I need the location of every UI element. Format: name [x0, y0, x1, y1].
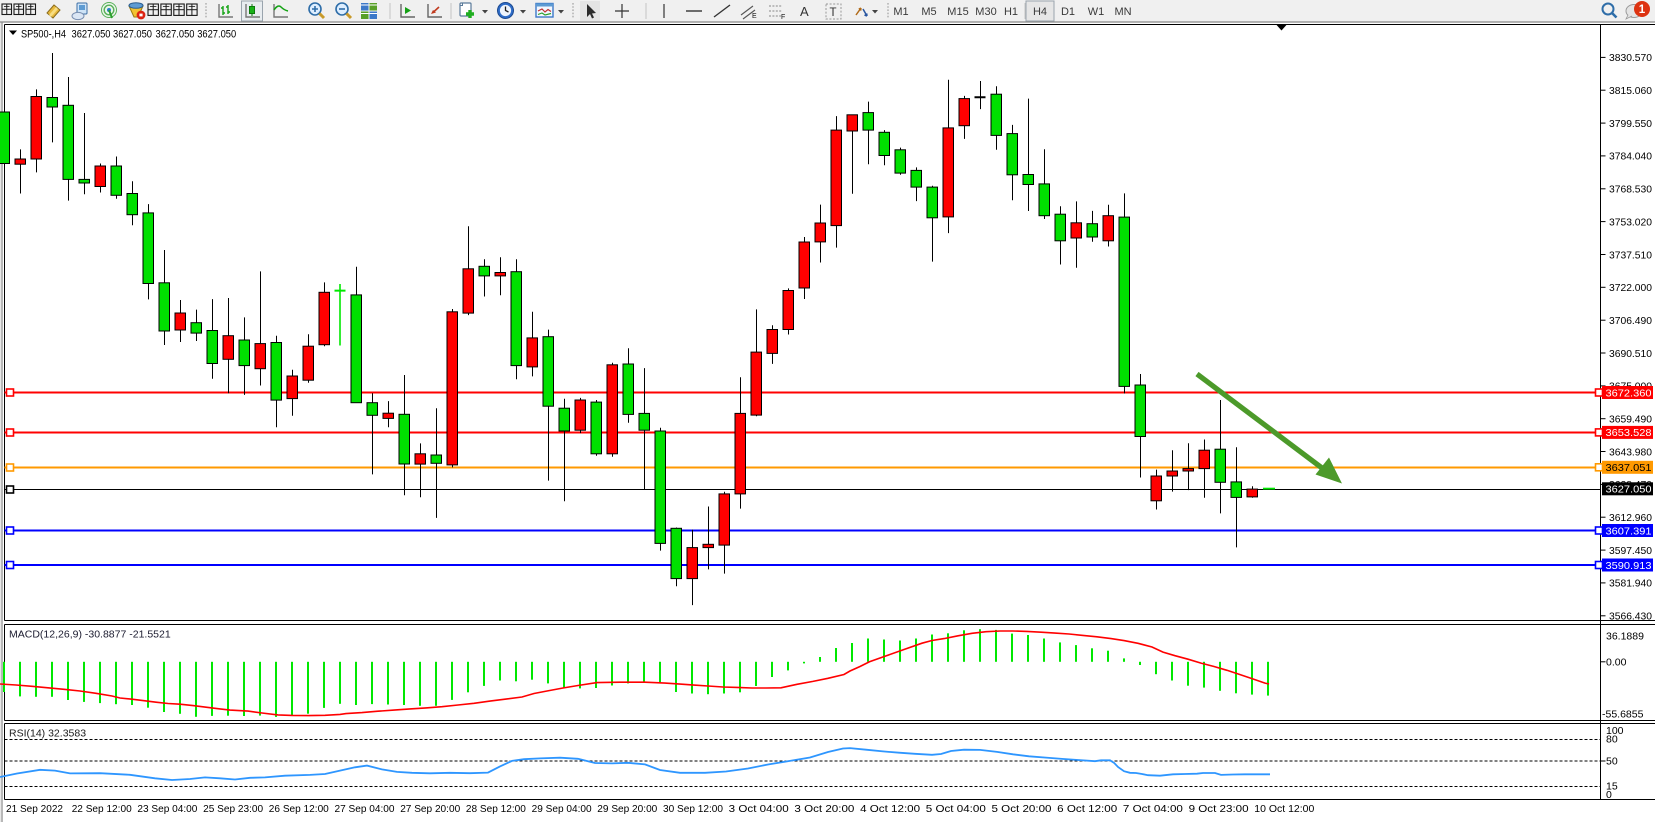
- svg-text:0: 0: [1606, 789, 1612, 801]
- svg-text:9 Oct 23:00: 9 Oct 23:00: [1189, 803, 1249, 815]
- svg-text:3590.913: 3590.913: [1606, 560, 1652, 572]
- svg-text:3690.510: 3690.510: [1609, 348, 1652, 360]
- svg-text:25 Sep 23:00: 25 Sep 23:00: [203, 803, 263, 815]
- svg-text:F: F: [781, 14, 785, 21]
- svg-text:27 Sep 04:00: 27 Sep 04:00: [335, 803, 395, 815]
- svg-text:26 Sep 12:00: 26 Sep 12:00: [269, 803, 329, 815]
- svg-text:21 Sep 2022: 21 Sep 2022: [6, 803, 63, 815]
- svg-text:A: A: [800, 4, 809, 19]
- svg-text:H1: H1: [1004, 6, 1018, 18]
- svg-text:3581.940: 3581.940: [1609, 578, 1652, 590]
- svg-text:3706.490: 3706.490: [1609, 315, 1652, 327]
- svg-text:6 Oct 12:00: 6 Oct 12:00: [1057, 803, 1117, 815]
- svg-text:MN: MN: [1114, 6, 1131, 18]
- svg-text:SP500-,H4: SP500-,H4: [21, 29, 66, 41]
- svg-text:28 Sep 12:00: 28 Sep 12:00: [466, 803, 526, 815]
- svg-text:7 Oct 04:00: 7 Oct 04:00: [1123, 803, 1183, 815]
- svg-text:3612.960: 3612.960: [1609, 512, 1652, 524]
- svg-text:3753.020: 3753.020: [1609, 216, 1652, 228]
- svg-text:3643.980: 3643.980: [1609, 446, 1652, 458]
- svg-text:3784.040: 3784.040: [1609, 151, 1652, 163]
- svg-text:10 Oct 12:00: 10 Oct 12:00: [1254, 803, 1314, 815]
- svg-text:80: 80: [1606, 733, 1618, 745]
- svg-text:29 Sep 04:00: 29 Sep 04:00: [532, 803, 592, 815]
- svg-text:29 Sep 20:00: 29 Sep 20:00: [597, 803, 657, 815]
- svg-text:H4: H4: [1033, 6, 1047, 18]
- svg-text:50: 50: [1606, 756, 1618, 768]
- svg-text:23 Sep 04:00: 23 Sep 04:00: [137, 803, 197, 815]
- svg-text:3607.391: 3607.391: [1606, 525, 1652, 537]
- svg-text:15: 15: [1606, 781, 1618, 793]
- svg-text:M1: M1: [893, 6, 908, 18]
- svg-text:3 Oct 20:00: 3 Oct 20:00: [794, 803, 854, 815]
- svg-text:3 Oct 04:00: 3 Oct 04:00: [729, 803, 789, 815]
- svg-text:3627.050: 3627.050: [1606, 484, 1652, 496]
- svg-text:3653.528: 3653.528: [1606, 427, 1652, 439]
- svg-text:3672.360: 3672.360: [1606, 387, 1652, 399]
- svg-text:3627.050: 3627.050: [113, 29, 152, 41]
- svg-text:3627.050: 3627.050: [197, 29, 236, 41]
- svg-text:3799.550: 3799.550: [1609, 118, 1652, 130]
- svg-text:5 Oct 20:00: 5 Oct 20:00: [992, 803, 1052, 815]
- svg-text:4 Oct 12:00: 4 Oct 12:00: [860, 803, 920, 815]
- svg-text:3597.450: 3597.450: [1609, 545, 1652, 557]
- svg-text:3737.510: 3737.510: [1609, 249, 1652, 261]
- svg-text:5 Oct 04:00: 5 Oct 04:00: [926, 803, 986, 815]
- svg-text:0.00: 0.00: [1606, 657, 1627, 669]
- svg-text:3815.060: 3815.060: [1609, 85, 1652, 97]
- svg-text:3830.570: 3830.570: [1609, 52, 1652, 64]
- svg-text:27 Sep 20:00: 27 Sep 20:00: [400, 803, 460, 815]
- svg-text:MACD(12,26,9) -30.8877 -21.552: MACD(12,26,9) -30.8877 -21.5521: [9, 629, 171, 641]
- svg-text:22 Sep 12:00: 22 Sep 12:00: [72, 803, 132, 815]
- svg-text:M30: M30: [975, 6, 996, 18]
- svg-text:100: 100: [1606, 725, 1624, 737]
- svg-text:3627.050: 3627.050: [156, 29, 195, 41]
- svg-text:3659.490: 3659.490: [1609, 414, 1652, 426]
- svg-text:3566.430: 3566.430: [1609, 611, 1652, 623]
- svg-text:D1: D1: [1061, 6, 1075, 18]
- svg-text:3627.050: 3627.050: [72, 29, 111, 41]
- svg-text:W1: W1: [1088, 6, 1105, 18]
- svg-text:30 Sep 12:00: 30 Sep 12:00: [663, 803, 723, 815]
- svg-text:36.1889: 36.1889: [1606, 631, 1644, 643]
- svg-text:3768.530: 3768.530: [1609, 184, 1652, 196]
- svg-text:1: 1: [1639, 4, 1646, 16]
- svg-text:T: T: [830, 7, 837, 19]
- svg-text:E: E: [752, 13, 757, 20]
- svg-text:3637.051: 3637.051: [1606, 462, 1652, 474]
- svg-text:RSI(14) 32.3583: RSI(14) 32.3583: [9, 728, 86, 740]
- svg-text:-55.6855: -55.6855: [1602, 708, 1644, 720]
- svg-text:M15: M15: [947, 6, 968, 18]
- svg-text:M5: M5: [921, 6, 936, 18]
- svg-text:3722.000: 3722.000: [1609, 282, 1652, 294]
